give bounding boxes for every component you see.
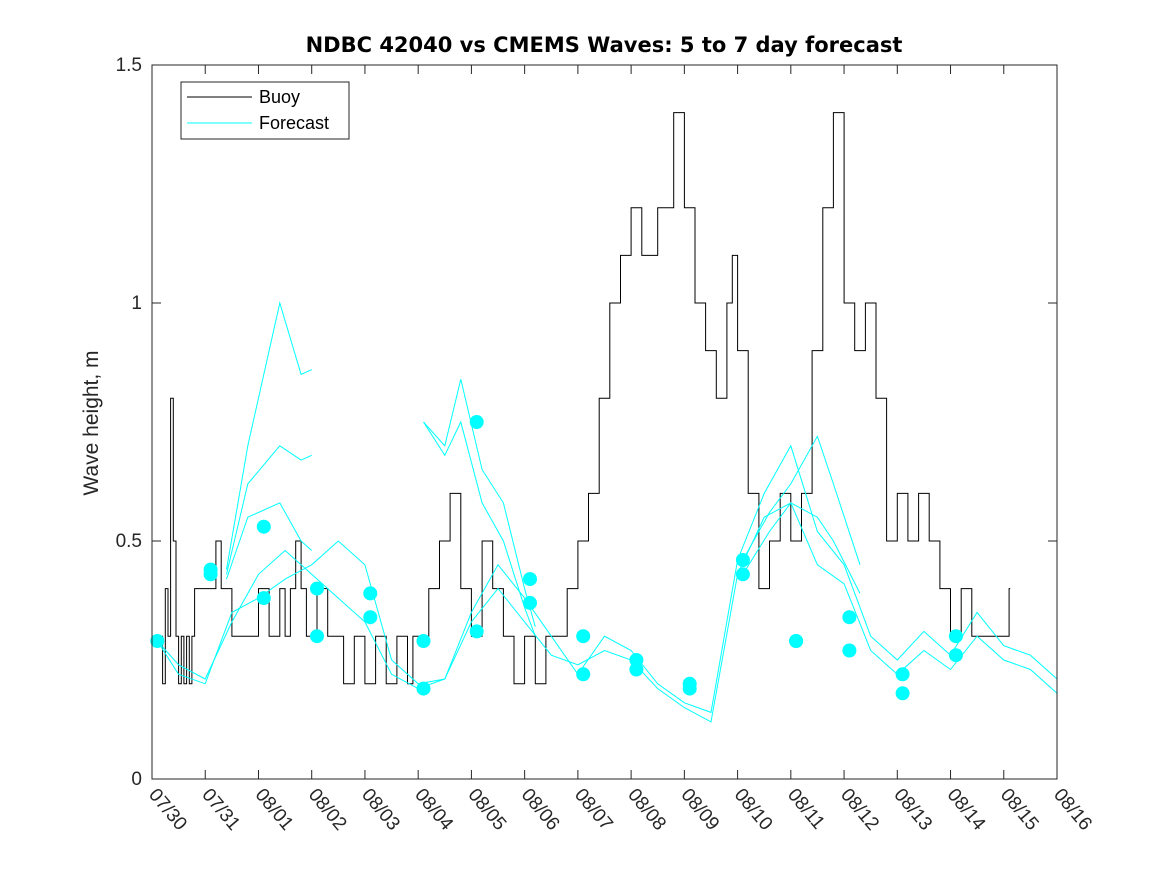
forecast-marker [310,629,324,644]
forecast-marker [735,553,750,567]
forecast-marker [735,567,750,582]
forecast-marker [203,567,218,582]
forecast-marker [682,681,697,696]
y-axis-label: Wave height, m [80,350,103,495]
forecast-marker [523,572,537,587]
y-tick-label: 1 [131,293,142,314]
legend-label-forecast: Forecast [259,113,329,133]
forecast-marker [629,662,644,677]
legend-box [180,81,350,140]
forecast-marker [842,610,857,625]
forecast-line-3 [156,444,1058,714]
forecast-line-5 [423,379,536,627]
forecast-line-6 [423,420,536,637]
forecast-line-0 [226,301,312,570]
forecast-line-7 [742,435,861,565]
forecast-marker [416,634,431,648]
forecast-marker [469,624,484,639]
forecast-marker [895,686,910,701]
forecast-marker [150,634,165,648]
forecast-marker [310,581,324,596]
forecast-marker [576,629,591,644]
forecast-marker [256,519,271,534]
forecast-marker [523,595,537,610]
series-layer [152,112,1058,723]
plot-frame [151,64,1058,780]
forecast-line-1 [226,445,312,575]
forecast-marker [416,681,431,696]
forecast-marker [363,586,378,601]
legend-label-buoy: Buoy [259,87,300,107]
forecast-line-2 [226,502,313,580]
buoy-line [152,112,1011,685]
forecast-marker [948,629,963,644]
forecast-markers [150,415,963,701]
forecast-marker [576,667,591,682]
forecast-marker [256,591,271,606]
legend: Buoy Forecast [180,81,350,140]
chart-title: NDBC 42040 vs CMEMS Waves: 5 to 7 day fo… [306,33,903,57]
forecast-marker [789,634,804,648]
forecast-line-8 [742,502,861,594]
forecast-marker [842,643,857,658]
y-tick-label: 1.5 [116,55,142,76]
forecast-marker [948,648,963,663]
y-tick-label: 0 [131,769,142,790]
forecast-marker [469,415,484,429]
forecast-marker [363,610,378,625]
y-tick-label: 0.5 [116,531,142,552]
forecast-line-4 [156,502,1058,723]
forecast-marker [895,667,910,682]
